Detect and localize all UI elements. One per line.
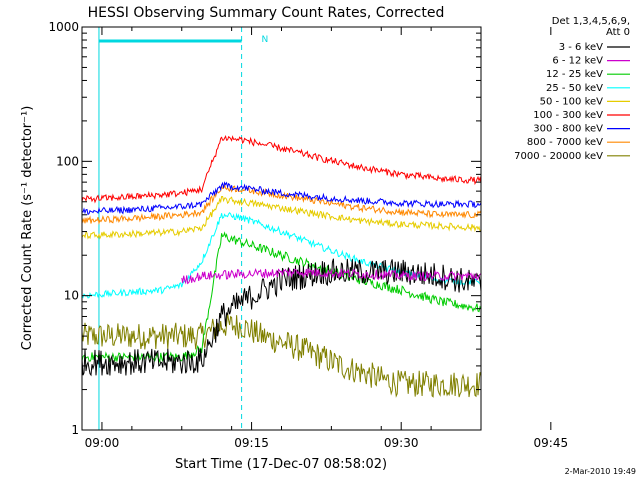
chart-title: HESSI Observing Summary Count Rates, Cor… bbox=[88, 5, 445, 21]
legend-label: 6 - 12 keV bbox=[552, 56, 603, 67]
y-tick-label: 1000 bbox=[48, 20, 79, 34]
legend-label: 300 - 800 keV bbox=[533, 124, 603, 135]
series-group bbox=[82, 134, 481, 398]
footer-date: 2-Mar-2010 19:49 bbox=[565, 467, 636, 476]
y-tick-label: 1 bbox=[71, 423, 79, 437]
orbit-markers bbox=[98, 27, 243, 430]
x-tick-label: 09:45 bbox=[534, 436, 569, 450]
series-line-0 bbox=[82, 258, 481, 377]
x-axis-label: Start Time (17-Dec-07 08:58:02) bbox=[175, 457, 387, 472]
x-tick-label: 09:15 bbox=[234, 436, 269, 450]
series-line-8 bbox=[82, 312, 481, 398]
y-tick-label: 100 bbox=[56, 154, 79, 168]
legend: Det 1,3,4,5,6,9,Att 03 - 6 keV 6 - 12 keV… bbox=[514, 16, 630, 162]
annotation-label: N bbox=[262, 35, 269, 45]
x-tick-label: 09:30 bbox=[384, 436, 419, 450]
series-line-2 bbox=[82, 231, 481, 364]
series-line-3 bbox=[82, 212, 481, 299]
legend-label: 3 - 6 keV bbox=[559, 42, 603, 53]
legend-label: 7000 - 20000 keV bbox=[514, 151, 603, 162]
y-axis-label: Corrected Count Rate (s⁻¹ detector⁻¹) bbox=[20, 106, 35, 351]
y-tick-label: 10 bbox=[64, 289, 79, 303]
legend-label: 100 - 300 keV bbox=[533, 110, 603, 121]
axes: 09:0009:1509:3009:4510:0010:1510:3011010… bbox=[48, 20, 569, 450]
legend-label: 800 - 7000 keV bbox=[527, 137, 603, 148]
legend-label: 50 - 100 keV bbox=[540, 96, 604, 107]
plot-frame bbox=[81, 26, 482, 431]
legend-label: 25 - 50 keV bbox=[546, 83, 603, 94]
x-tick-label: 09:00 bbox=[85, 436, 120, 450]
legend-header-line: Att 0 bbox=[606, 27, 630, 38]
legend-label: 12 - 25 keV bbox=[546, 69, 603, 80]
series-line-6 bbox=[82, 181, 481, 216]
series-line-4 bbox=[82, 196, 481, 240]
legend-header-line: Det 1,3,4,5,6,9, bbox=[552, 16, 630, 27]
series-line-5 bbox=[82, 134, 481, 204]
series-line-1 bbox=[181, 267, 481, 285]
